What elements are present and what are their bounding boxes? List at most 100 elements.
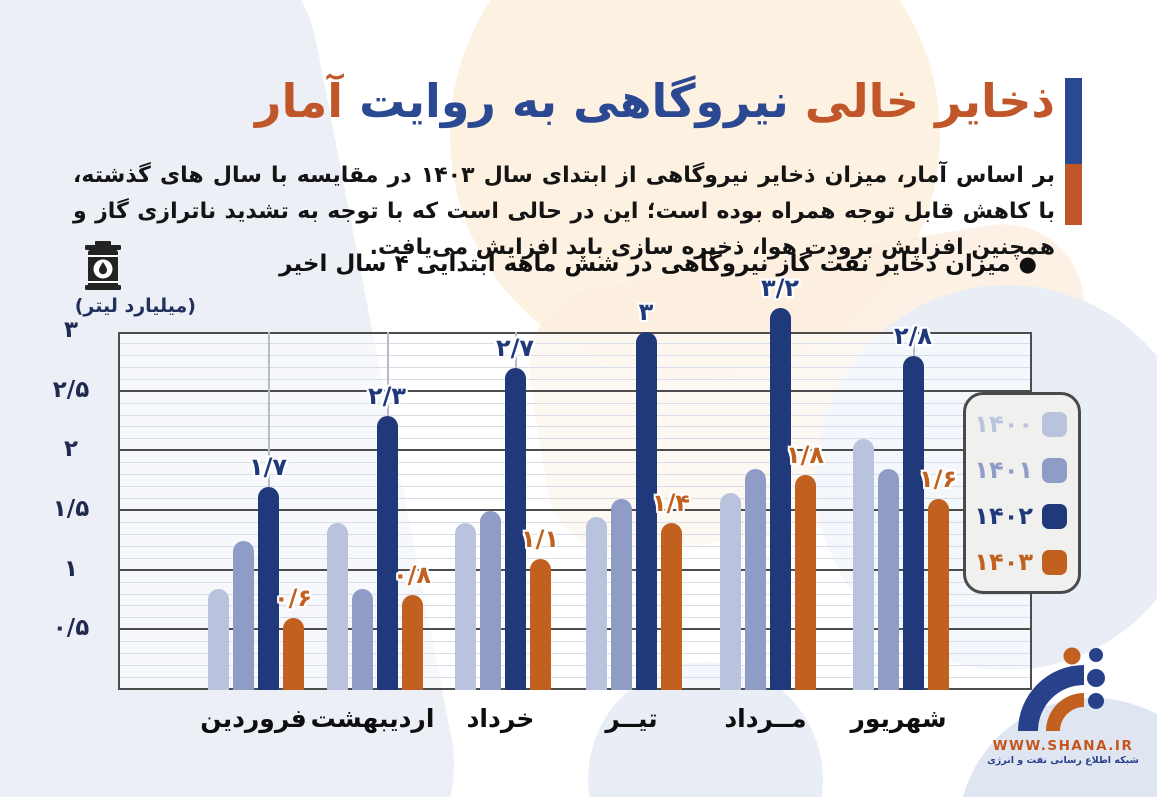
bar-۱۴۰۳-شهریور bbox=[927, 499, 949, 690]
bar-۱۴۰۰-اردیبهشت bbox=[326, 522, 348, 690]
x-axis-label-فروردین: فروردین bbox=[200, 704, 307, 733]
leader-line bbox=[387, 332, 389, 416]
legend-label: ۱۴۰۲ bbox=[974, 502, 1033, 530]
bar-۱۴۰۱-تیــر bbox=[610, 499, 632, 690]
gridline-minor bbox=[120, 533, 1030, 535]
legend-item-۱۴۰۳: ۱۴۰۳ bbox=[974, 548, 1067, 576]
bar-chart-plot: ۱/۷ ۰/۶ ۲/۳ ۰/۸ ۲/۷ ۱/۱ ۳ ۱/۴ ۳/۲ ۱/۸ ۲/۸ ۱/۶ bbox=[118, 274, 1032, 690]
y-axis-label: ۲/۵ bbox=[52, 376, 90, 403]
gridline-major bbox=[120, 332, 1030, 334]
x-axis-label-تیــر: تیــر bbox=[605, 704, 658, 733]
legend-item-۱۴۰۲: ۱۴۰۲ bbox=[974, 502, 1067, 530]
gridline-major bbox=[120, 509, 1030, 511]
gridline-minor bbox=[120, 486, 1030, 488]
gridline-minor bbox=[120, 402, 1030, 404]
gridline-major bbox=[120, 628, 1030, 631]
legend-label: ۱۴۰۱ bbox=[974, 456, 1033, 484]
x-axis-label-خرداد: خرداد bbox=[466, 704, 535, 733]
gridline-minor bbox=[120, 366, 1030, 368]
bar-value-label: ۱/۴ bbox=[651, 488, 691, 517]
bar-value-label: ۲/۸ bbox=[893, 321, 933, 350]
gridline-minor bbox=[120, 414, 1030, 416]
bar-۱۴۰۱-فروردین bbox=[232, 540, 254, 690]
gridline-major bbox=[120, 449, 1030, 452]
brand-url: WWW.SHANA.IR bbox=[992, 738, 1134, 754]
chart-legend: ۱۴۰۰ ۱۴۰۱ ۱۴۰۲ ۱۴۰۳ bbox=[963, 392, 1081, 594]
bar-value-label: ۳ bbox=[638, 298, 654, 326]
gridline-minor bbox=[120, 354, 1030, 356]
bar-value-label: ۱/۷ bbox=[248, 453, 288, 482]
gridline-minor bbox=[120, 474, 1030, 476]
bar-۱۴۰۳-اردیبهشت bbox=[401, 594, 423, 690]
bar-۱۴۰۲-شهریور bbox=[902, 355, 924, 690]
legend-swatch bbox=[1042, 457, 1067, 483]
page-title: ذخایر خالی نیروگاهی به روایت آمار bbox=[255, 74, 1055, 128]
gridline-minor bbox=[120, 593, 1030, 595]
legend-label: ۱۴۰۳ bbox=[974, 548, 1033, 576]
gridline-minor bbox=[120, 438, 1030, 440]
leader-line bbox=[515, 332, 517, 368]
bar-value-label: ۲/۷ bbox=[495, 333, 535, 362]
gridline-minor bbox=[120, 641, 1030, 643]
bar-۱۴۰۲-مــرداد bbox=[769, 308, 791, 690]
subtitle-text: بر اساس آمار، میزان ذخایر نیروگاهی از اب… bbox=[73, 163, 1055, 260]
shana-logo-icon bbox=[1018, 647, 1105, 731]
bar-۱۴۰۳-فروردین bbox=[282, 618, 304, 690]
x-axis-label-مــرداد: مــرداد bbox=[724, 704, 807, 733]
chart-caption: ● میزان ذخایر نفت گاز نیروگاهی در شش ماهه… bbox=[279, 251, 1037, 277]
bar-۱۴۰۱-خرداد bbox=[479, 511, 501, 690]
accent-bar-blue-segment bbox=[1065, 78, 1082, 164]
gridline-minor bbox=[120, 653, 1030, 655]
y-axis-label: ۳ bbox=[63, 317, 79, 343]
bar-value-label: ۰/۸ bbox=[392, 560, 432, 589]
y-axis-label: ۱ bbox=[63, 555, 79, 582]
gridline-minor bbox=[120, 462, 1030, 464]
legend-item-۱۴۰۱: ۱۴۰۱ bbox=[974, 456, 1067, 484]
accent-bar-orange-segment bbox=[1065, 164, 1082, 225]
leader-line bbox=[268, 332, 270, 488]
legend-swatch bbox=[1042, 503, 1067, 529]
bar-۱۴۰۰-مــرداد bbox=[719, 493, 741, 690]
bar-۱۴۰۱-شهریور bbox=[877, 469, 899, 690]
gridline-major bbox=[120, 389, 1030, 392]
gridline-minor bbox=[120, 665, 1030, 667]
bar-value-label: ۲/۳ bbox=[367, 381, 407, 410]
bar-۱۴۰۳-تیــر bbox=[660, 522, 682, 690]
unit-block: (میلیارد لیتر) bbox=[56, 241, 196, 317]
x-axis-label-اردیبهشت: اردیبهشت bbox=[310, 704, 435, 733]
y-axis-label: ۲ bbox=[63, 436, 79, 463]
gridline-minor bbox=[120, 605, 1030, 607]
bar-۱۴۰۱-مــرداد bbox=[744, 469, 766, 690]
bar-value-label: ۳/۲ bbox=[760, 274, 800, 303]
gridline-minor bbox=[120, 677, 1030, 679]
gridline-minor bbox=[120, 545, 1030, 547]
bar-۱۴۰۲-تیــر bbox=[635, 332, 657, 690]
legend-item-۱۴۰۰: ۱۴۰۰ bbox=[974, 410, 1067, 438]
gridline-minor bbox=[120, 521, 1030, 523]
brand-block: WWW.SHANA.IR شبکه اطلاع رسانی نفت و انرژ… bbox=[983, 645, 1143, 766]
bar-۱۴۰۰-تیــر bbox=[585, 516, 607, 690]
gridline-minor bbox=[120, 498, 1030, 500]
gridline-minor bbox=[120, 617, 1030, 619]
unit-label: (میلیارد لیتر) bbox=[74, 295, 196, 317]
title-tail: آمار bbox=[255, 74, 344, 128]
oil-barrel-icon bbox=[85, 241, 121, 290]
x-axis-label-شهریور: شهریور bbox=[850, 704, 947, 733]
leader-line bbox=[913, 332, 915, 356]
bar-۱۴۰۰-شهریور bbox=[852, 439, 874, 690]
brand-org: شبکه اطلاع رسانی نفت و انرژی bbox=[987, 755, 1139, 766]
legend-label: ۱۴۰۰ bbox=[974, 410, 1033, 438]
legend-swatch bbox=[1042, 411, 1067, 437]
bar-value-label: ۱/۸ bbox=[785, 441, 825, 470]
gridline-minor bbox=[120, 342, 1030, 344]
gridline-minor bbox=[120, 426, 1030, 428]
bullet-icon: ● bbox=[1018, 252, 1037, 276]
bar-۱۴۰۰-فروردین bbox=[207, 588, 229, 690]
gridline-major bbox=[120, 688, 1030, 690]
title-accent-bar bbox=[1065, 78, 1082, 225]
bar-value-label: ۰/۶ bbox=[273, 584, 313, 613]
gridline-minor bbox=[120, 581, 1030, 583]
bar-value-label: ۱/۱ bbox=[520, 524, 560, 553]
bar-۱۴۰۱-اردیبهشت bbox=[351, 588, 373, 690]
